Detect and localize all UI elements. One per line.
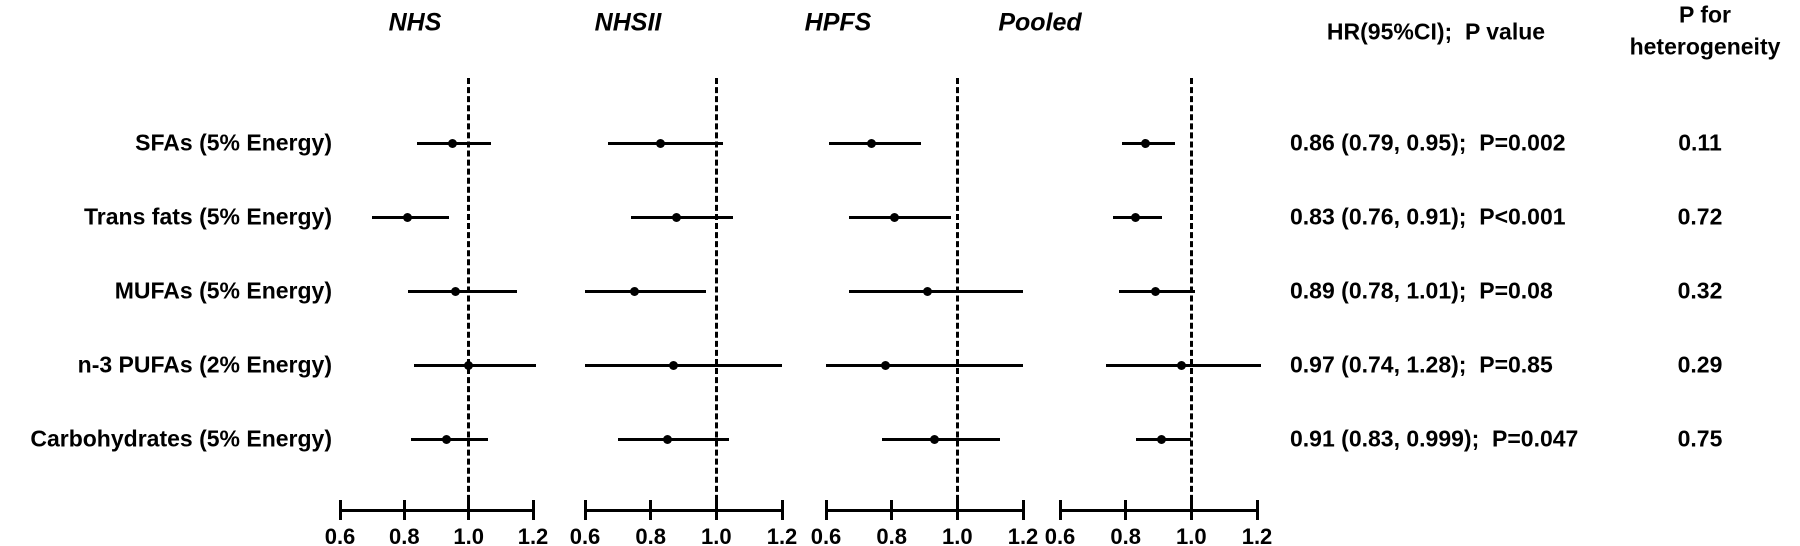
het-column-header-line1: P for (1679, 1, 1731, 28)
reference-line (467, 78, 471, 510)
x-axis-tick-label: 1.0 (701, 524, 732, 546)
confidence-interval-line (413, 363, 537, 367)
row-label: MUFAs (5% Energy) (114, 277, 332, 304)
x-axis-tick-label: 0.8 (635, 524, 666, 546)
point-estimate-marker (1176, 360, 1186, 370)
x-axis-tick-label: 1.2 (766, 524, 798, 546)
row-label: Carbohydrates (5% Energy) (30, 425, 332, 452)
point-estimate-marker (923, 286, 933, 296)
point-estimate-marker (662, 434, 672, 444)
confidence-interval-line (826, 363, 1023, 367)
point-estimate-marker (669, 360, 679, 370)
x-axis-tick (1189, 500, 1193, 520)
x-axis-tick (583, 500, 587, 520)
hr-ci-value: 0.86 (0.79, 0.95); P=0.002 (1290, 129, 1566, 156)
panel-header-nhsii: NHSII (594, 8, 662, 37)
x-axis (824, 508, 1025, 512)
x-axis-tick (338, 500, 342, 520)
point-estimate-marker (656, 138, 666, 148)
row-label: Trans fats (5% Energy) (84, 203, 332, 230)
x-axis-tick (780, 500, 784, 520)
confidence-interval-line (585, 289, 707, 293)
hr-ci-value: 0.83 (0.76, 0.91); P<0.001 (1290, 203, 1566, 230)
hr-ci-value: 0.89 (0.78, 1.01); P=0.08 (1290, 277, 1553, 304)
confidence-interval-line (607, 141, 723, 145)
p-heterogeneity-value: 0.11 (1678, 129, 1722, 156)
x-axis-tick-label: 1.0 (942, 524, 973, 546)
p-heterogeneity-value: 0.32 (1677, 277, 1723, 304)
panel-header-pooled: Pooled (998, 8, 1082, 37)
hr-ci-value: 0.97 (0.74, 1.28); P=0.85 (1290, 351, 1553, 378)
x-axis-tick (890, 500, 894, 520)
point-estimate-marker (1157, 434, 1167, 444)
x-axis-tick-label: 1.2 (1241, 524, 1273, 546)
confidence-interval-line (585, 363, 782, 367)
point-estimate-marker (1131, 212, 1141, 222)
point-estimate-marker (890, 212, 900, 222)
hr-ci-column-header: HR(95%CI); P value (1326, 18, 1546, 45)
point-estimate-marker (441, 434, 451, 444)
x-axis-tick-label: 1.2 (517, 524, 549, 546)
point-estimate-marker (929, 434, 939, 444)
row-label: SFAs (5% Energy) (135, 129, 332, 156)
point-estimate-marker (1150, 286, 1160, 296)
x-axis-tick-label: 0.8 (876, 524, 907, 546)
confidence-interval-line (848, 215, 951, 219)
panel-header-hpfs: HPFS (804, 8, 872, 37)
x-axis (583, 508, 784, 512)
confidence-interval-line (407, 289, 517, 293)
x-axis-tick-label: 0.8 (1110, 524, 1141, 546)
x-axis (338, 508, 535, 512)
confidence-interval-line (617, 437, 730, 441)
x-axis-tick-label: 0.6 (324, 524, 356, 546)
x-axis-tick (955, 500, 959, 520)
confidence-interval-line (848, 289, 1023, 293)
x-axis-tick (1021, 500, 1025, 520)
x-axis-tick-label: 0.6 (569, 524, 601, 546)
x-axis-tick (649, 500, 653, 520)
x-axis-tick-label: 0.8 (389, 524, 420, 546)
reference-line (1189, 78, 1193, 510)
reference-line (714, 78, 718, 510)
x-axis-tick (1124, 500, 1128, 520)
point-estimate-marker (672, 212, 682, 222)
x-axis-tick (714, 500, 718, 520)
confidence-interval-line (630, 215, 733, 219)
x-axis-tick (824, 500, 828, 520)
x-axis-tick (531, 500, 535, 520)
x-axis-tick-label: 0.6 (1044, 524, 1076, 546)
x-axis-tick-label: 1.0 (1176, 524, 1207, 546)
x-axis-tick-label: 1.2 (1007, 524, 1039, 546)
x-axis-tick (1058, 500, 1062, 520)
point-estimate-marker (1140, 138, 1150, 148)
p-heterogeneity-value: 0.72 (1677, 203, 1723, 230)
hr-ci-value: 0.91 (0.83, 0.999); P=0.047 (1290, 425, 1579, 452)
x-axis-tick (1255, 500, 1259, 520)
point-estimate-marker (451, 286, 461, 296)
x-axis-tick-label: 1.0 (453, 524, 484, 546)
x-axis (1058, 508, 1259, 512)
x-axis-tick (467, 500, 471, 520)
point-estimate-marker (629, 286, 639, 296)
point-estimate-marker (448, 138, 458, 148)
x-axis-tick (402, 500, 406, 520)
row-label: n-3 PUFAs (2% Energy) (77, 351, 332, 378)
confidence-interval-line (881, 437, 1000, 441)
point-estimate-marker (880, 360, 890, 370)
point-estimate-marker (403, 212, 413, 222)
p-heterogeneity-value: 0.75 (1677, 425, 1723, 452)
het-column-header-line2: heterogeneity (1629, 33, 1781, 60)
panel-header-nhs: NHS (388, 8, 442, 37)
reference-line (955, 78, 959, 510)
p-heterogeneity-value: 0.29 (1677, 351, 1723, 378)
x-axis-tick-label: 0.6 (810, 524, 842, 546)
point-estimate-marker (867, 138, 877, 148)
point-estimate-marker (464, 360, 474, 370)
